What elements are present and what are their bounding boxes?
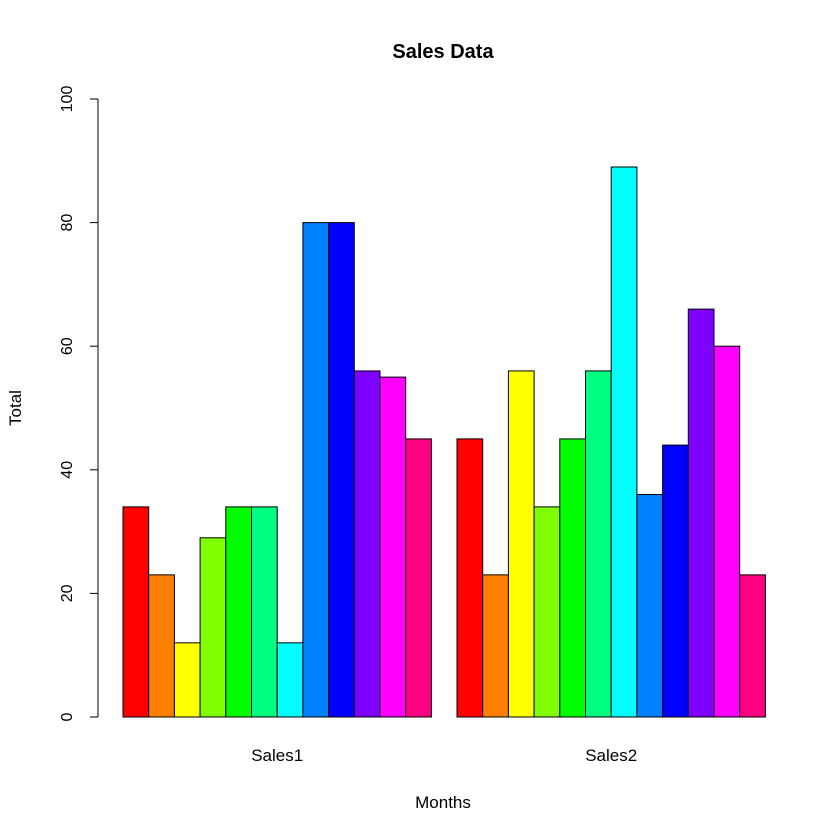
bar xyxy=(456,438,484,718)
category-labels: Sales1 Sales2 xyxy=(251,746,637,765)
bar xyxy=(636,494,664,718)
bar xyxy=(199,537,227,718)
x-axis-label: Months xyxy=(415,793,471,812)
bar xyxy=(328,222,355,718)
bar xyxy=(122,506,150,718)
bar xyxy=(610,166,638,718)
y-tick-label: 60 xyxy=(59,337,76,355)
bar xyxy=(353,370,381,718)
bar xyxy=(687,308,715,718)
bar xyxy=(251,506,278,718)
bar xyxy=(379,376,407,718)
bars-group xyxy=(122,166,766,718)
bar xyxy=(739,574,766,718)
bar xyxy=(559,438,586,718)
y-tick-label: 20 xyxy=(59,584,76,602)
bar xyxy=(405,438,432,718)
y-axis: 0 20 40 60 80 100 xyxy=(59,86,99,721)
bar xyxy=(225,506,253,718)
bar xyxy=(302,222,330,718)
y-axis-label: Total xyxy=(6,390,25,426)
bar xyxy=(507,370,535,718)
bar xyxy=(173,642,201,718)
bar xyxy=(148,574,175,718)
bar xyxy=(482,574,509,718)
bar xyxy=(533,506,561,718)
x-category-label: Sales1 xyxy=(251,746,303,765)
bar xyxy=(662,444,689,718)
y-tick-label: 40 xyxy=(59,461,76,479)
x-category-label: Sales2 xyxy=(585,746,637,765)
y-tick-label: 100 xyxy=(59,86,76,113)
bar xyxy=(276,642,304,718)
chart-title: Sales Data xyxy=(392,41,494,63)
bar xyxy=(713,345,741,718)
bar xyxy=(585,370,612,718)
y-tick-label: 80 xyxy=(59,214,76,232)
y-tick-label: 0 xyxy=(59,712,76,721)
